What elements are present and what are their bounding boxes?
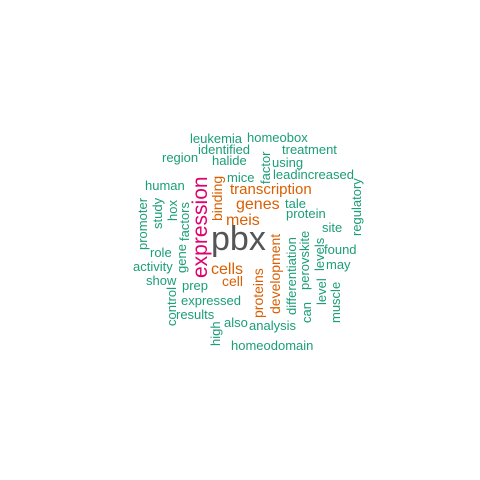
word-control: control: [164, 287, 179, 326]
word-homeobox: homeobox: [247, 130, 308, 145]
word-may: may: [326, 257, 351, 272]
word-human: human: [145, 178, 185, 193]
word-can: can: [299, 302, 314, 323]
word-factor: factor: [258, 151, 273, 184]
word-region: region: [162, 150, 198, 165]
word-activity: activity: [133, 259, 173, 274]
word-mice: mice: [227, 170, 254, 185]
word-show: show: [146, 273, 177, 288]
word-perovskite: perovskite: [297, 231, 312, 290]
word-differentiation: differentiation: [284, 237, 299, 315]
word-meis: meis: [226, 212, 260, 229]
word-proteins: proteins: [250, 268, 266, 318]
word-cells: cells: [211, 261, 243, 278]
word-treatment: treatment: [282, 142, 337, 157]
word-analysis: analysis: [249, 318, 296, 333]
word-prep: prep: [182, 278, 208, 293]
word-homeodomain: homeodomain: [231, 338, 313, 353]
word-high: high: [208, 321, 223, 346]
word-site: site: [322, 220, 342, 235]
word-role: role: [150, 245, 172, 260]
word-results: results: [176, 307, 215, 322]
word-hox: hox: [165, 200, 180, 221]
word-transcription: transcription: [230, 181, 312, 198]
word-identified: identified: [198, 142, 250, 157]
word-factors: factors: [177, 201, 192, 241]
word-level: level: [314, 278, 329, 305]
word-regulatory: regulatory: [349, 178, 364, 236]
word-gene: gene: [174, 244, 189, 273]
word-binding: binding: [209, 176, 225, 221]
word-protein: protein: [286, 206, 326, 221]
word-also: also: [224, 315, 248, 330]
word-tale: tale: [285, 196, 306, 211]
word-expression: expression: [189, 176, 212, 278]
word-pbx: pbx: [211, 220, 266, 258]
word-muscle: muscle: [328, 282, 343, 323]
word-leukemia: leukemia: [190, 131, 243, 146]
word-genes: genes: [236, 196, 280, 213]
word-leadincreased: leadincreased: [273, 167, 354, 182]
word-promoter: promoter: [135, 197, 150, 250]
word-levels: levels: [312, 237, 327, 271]
word-expressed: expressed: [181, 293, 241, 308]
word-cell: cell: [222, 273, 243, 289]
word-halide: halide: [212, 153, 247, 168]
word-found: found: [324, 242, 357, 257]
word-study: study: [150, 197, 165, 229]
word-using: using: [272, 155, 303, 170]
word-development: development: [267, 234, 283, 314]
